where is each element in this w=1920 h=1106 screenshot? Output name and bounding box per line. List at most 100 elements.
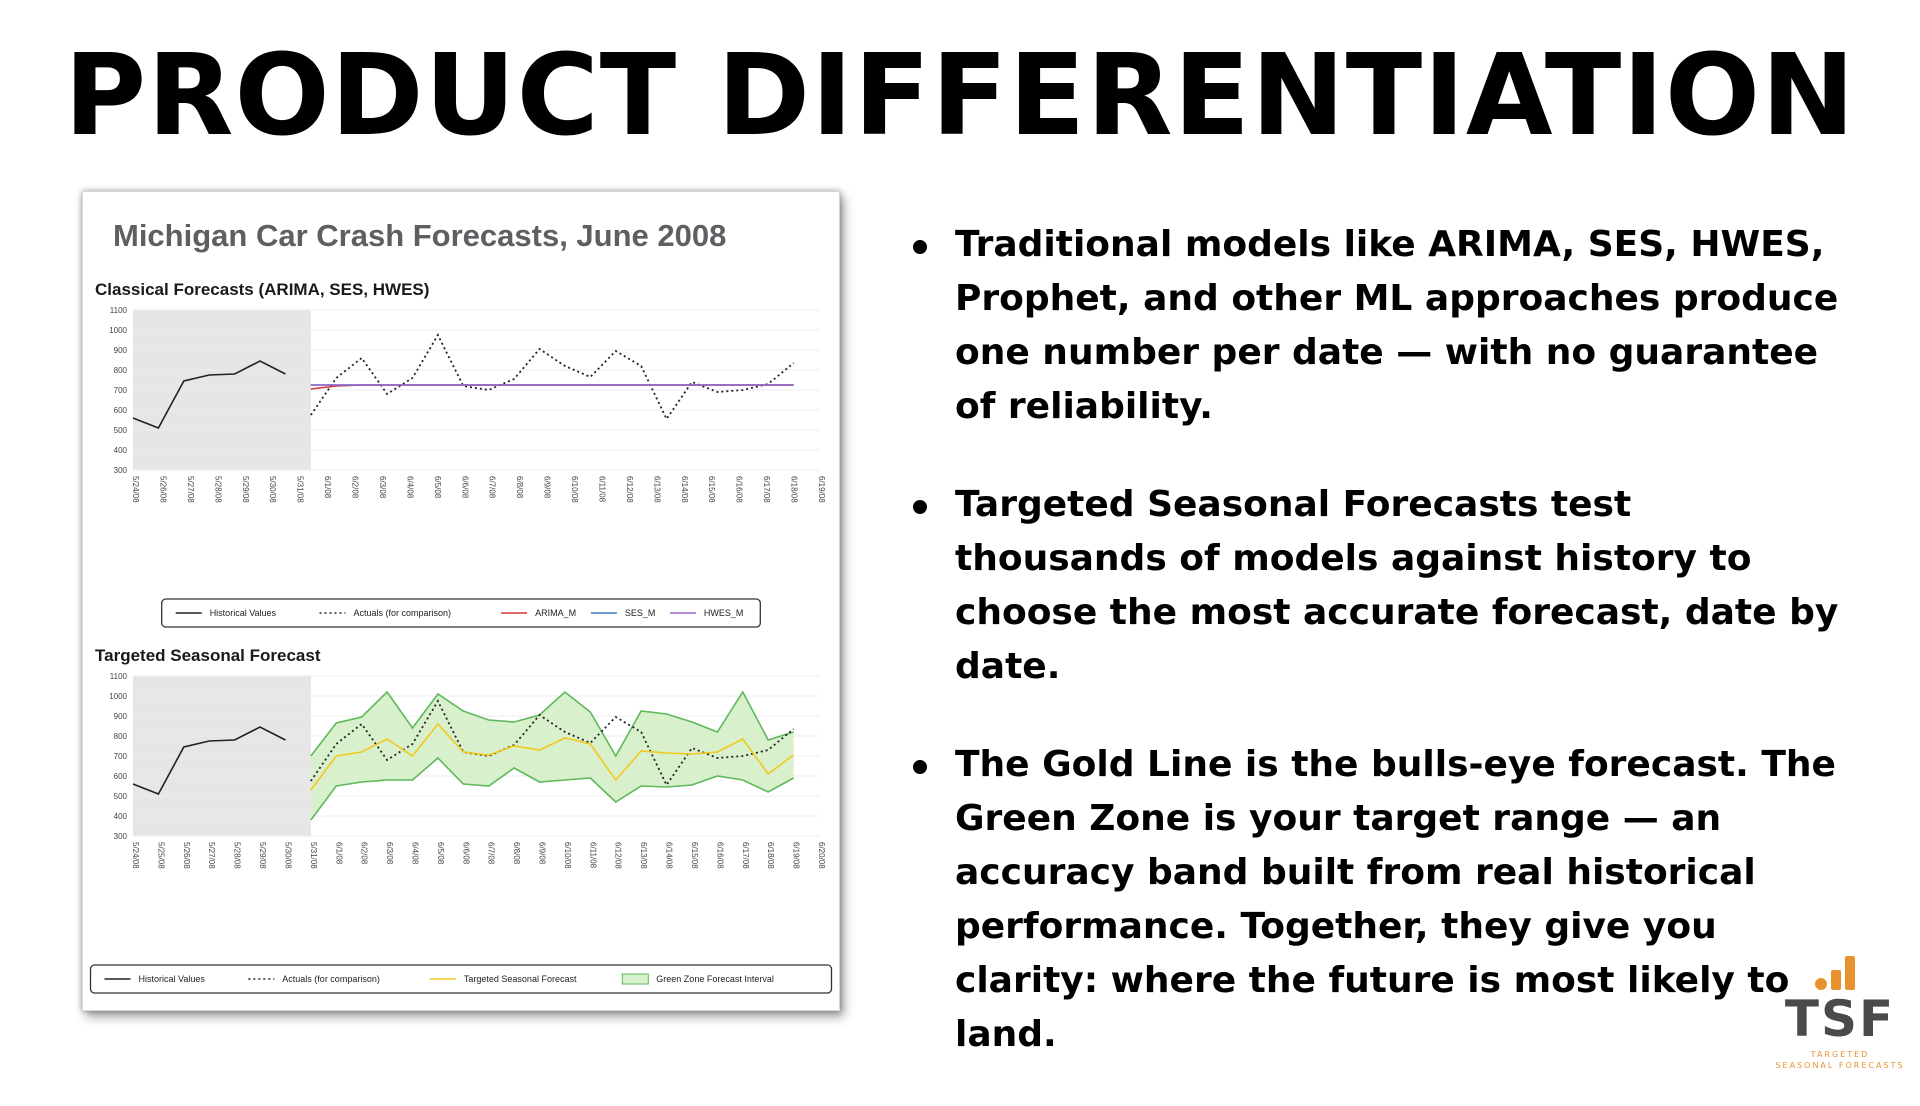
x-tick-label: 6/8/08	[512, 842, 521, 865]
x-tick-label: 6/10/08	[570, 476, 579, 503]
legend-label: Targeted Seasonal Forecast	[464, 974, 577, 984]
x-tick-label: 6/4/08	[410, 842, 419, 865]
x-tick-label: 6/9/08	[543, 476, 552, 499]
y-tick-label: 1100	[110, 672, 128, 681]
main-title: PRODUCT DIFFERENTIATION	[64, 31, 1856, 161]
x-tick-label: 6/7/08	[488, 476, 497, 499]
bullet-item: The Gold Line is the bulls-eye forecast.…	[905, 738, 1845, 1062]
bullet-dot	[913, 500, 927, 514]
x-tick-label: 6/12/08	[625, 476, 634, 503]
x-tick-label: 6/12/08	[614, 842, 623, 869]
x-tick-label: 5/29/08	[241, 476, 250, 503]
x-tick-label: 5/24/08	[131, 476, 140, 503]
x-tick-label: 5/30/08	[268, 476, 277, 503]
legend-label: Historical Values	[139, 974, 206, 984]
x-tick-label: 6/4/08	[405, 476, 414, 499]
x-tick-label: 6/19/08	[792, 842, 801, 869]
y-tick-label: 700	[114, 386, 128, 395]
bullet-item: Traditional models like ARIMA, SES, HWES…	[905, 218, 1845, 434]
y-tick-label: 600	[114, 406, 128, 415]
x-tick-label: 5/27/08	[186, 476, 195, 503]
x-tick-label: 6/17/08	[741, 842, 750, 869]
x-tick-label: 6/9/08	[538, 842, 547, 865]
series-line-historical-values	[132, 726, 286, 796]
x-tick-label: 6/11/08	[597, 476, 606, 503]
y-tick-label: 700	[114, 752, 128, 761]
bar-chart-logo-icon	[1815, 956, 1855, 990]
x-tick-label: 6/18/08	[766, 842, 775, 869]
x-tick-label: 5/26/08	[158, 476, 167, 503]
bullet-text: Traditional models like ARIMA, SES, HWES…	[955, 224, 1839, 427]
x-tick-label: 6/15/08	[707, 476, 716, 503]
x-tick-label: 5/24/08	[131, 842, 140, 869]
classical-forecasts-legend: Historical Values Actuals (for comparison…	[161, 598, 761, 628]
x-tick-label: 6/2/08	[360, 842, 369, 865]
x-tick-label: 6/7/08	[487, 842, 496, 865]
series-line-targeted-seasonal-forecast	[310, 722, 795, 791]
y-tick-label: 300	[114, 466, 128, 475]
series-line-actuals-for-comparison-	[310, 699, 795, 787]
y-tick-label: 1000	[109, 326, 127, 335]
x-tick-label: 6/20/08	[817, 842, 826, 869]
bullet-text: Targeted Seasonal Forecasts test thousan…	[955, 484, 1839, 687]
y-tick-label: 1100	[110, 306, 128, 315]
x-tick-label: 6/5/08	[436, 842, 445, 865]
x-tick-label: 5/26/08	[182, 842, 191, 869]
y-tick-label: 400	[114, 812, 128, 821]
y-tick-label: 900	[114, 712, 128, 721]
x-tick-label: 6/16/08	[715, 842, 724, 869]
classical-forecasts-chart: 300 400 500 600 700 800 900 1000 1100 5/24/08 5/26…	[109, 306, 826, 503]
x-tick-label: 6/13/08	[652, 476, 661, 503]
x-tick-label: 6/17/08	[762, 476, 771, 503]
x-tick-label: 5/30/08	[283, 842, 292, 869]
logo-subtitle-line1: TARGETED	[1810, 1050, 1870, 1059]
chart-1-title: Classical Forecasts (ARIMA, SES, HWES)	[95, 280, 430, 299]
tsf-logo: TSF TARGETED SEASONAL FORECASTS	[1765, 940, 1915, 1070]
x-tick-label: 5/25/08	[156, 842, 165, 869]
x-tick-label: 5/31/08	[296, 476, 305, 503]
y-tick-label: 300	[114, 832, 128, 841]
x-tick-label: 6/14/08	[665, 842, 674, 869]
y-tick-label: 1000	[109, 692, 127, 701]
x-tick-label: 6/1/08	[323, 476, 332, 499]
green-zone-upper-line	[310, 690, 794, 758]
x-tick-label: 6/3/08	[385, 842, 394, 865]
bullet-dot	[913, 240, 927, 254]
x-tick-label: 5/29/08	[258, 842, 267, 869]
x-tick-label: 6/8/08	[515, 476, 524, 499]
x-tick-label: 5/31/08	[309, 842, 318, 869]
x-tick-label: 6/13/08	[639, 842, 648, 869]
x-tick-label: 5/28/08	[233, 842, 242, 869]
targeted-seasonal-forecast-legend: Historical Values Actuals (for comparison…	[89, 964, 833, 994]
x-tick-label: 6/15/08	[690, 842, 699, 869]
x-tick-label: 6/6/08	[461, 842, 470, 865]
y-tick-label: 500	[114, 426, 128, 435]
x-tick-label: 6/16/08	[735, 476, 744, 503]
y-tick-label: 400	[114, 446, 128, 455]
targeted-seasonal-forecast-chart: 300 400 500 600 700 800 900 1000 1100 5/24/08 5/25…	[109, 672, 826, 869]
chart-panel: Michigan Car Crash Forecasts, June 2008 …	[82, 191, 840, 1011]
logo-subtitle-line2: SEASONAL FORECASTS	[1775, 1061, 1905, 1070]
legend-swatch	[621, 973, 649, 985]
y-tick-label: 500	[114, 792, 128, 801]
series-line-actuals-for-comparison-	[310, 333, 795, 421]
x-tick-label: 6/14/08	[680, 476, 689, 503]
legend-label: Green Zone Forecast Interval	[656, 974, 774, 984]
x-tick-label: 6/19/08	[817, 476, 826, 503]
bullet-item: Targeted Seasonal Forecasts test thousan…	[905, 478, 1845, 694]
x-tick-label: 6/10/08	[563, 842, 572, 869]
y-tick-label: 800	[114, 366, 128, 375]
legend-label: Actuals (for comparison)	[282, 974, 380, 984]
green-zone-band	[310, 692, 794, 820]
x-tick-label: 5/28/08	[213, 476, 222, 503]
bullet-list: Traditional models like ARIMA, SES, HWES…	[905, 218, 1845, 1106]
panel-title: Michigan Car Crash Forecasts, June 2008	[113, 218, 727, 253]
x-tick-label: 6/2/08	[351, 476, 360, 499]
y-tick-label: 900	[114, 346, 128, 355]
x-tick-label: 6/6/08	[460, 476, 469, 499]
x-tick-label: 6/1/08	[334, 842, 343, 865]
legend-label: Historical Values	[210, 608, 277, 618]
y-tick-label: 600	[114, 772, 128, 781]
x-tick-label: 6/11/08	[588, 842, 597, 869]
legend-label: Actuals (for comparison)	[354, 608, 452, 618]
